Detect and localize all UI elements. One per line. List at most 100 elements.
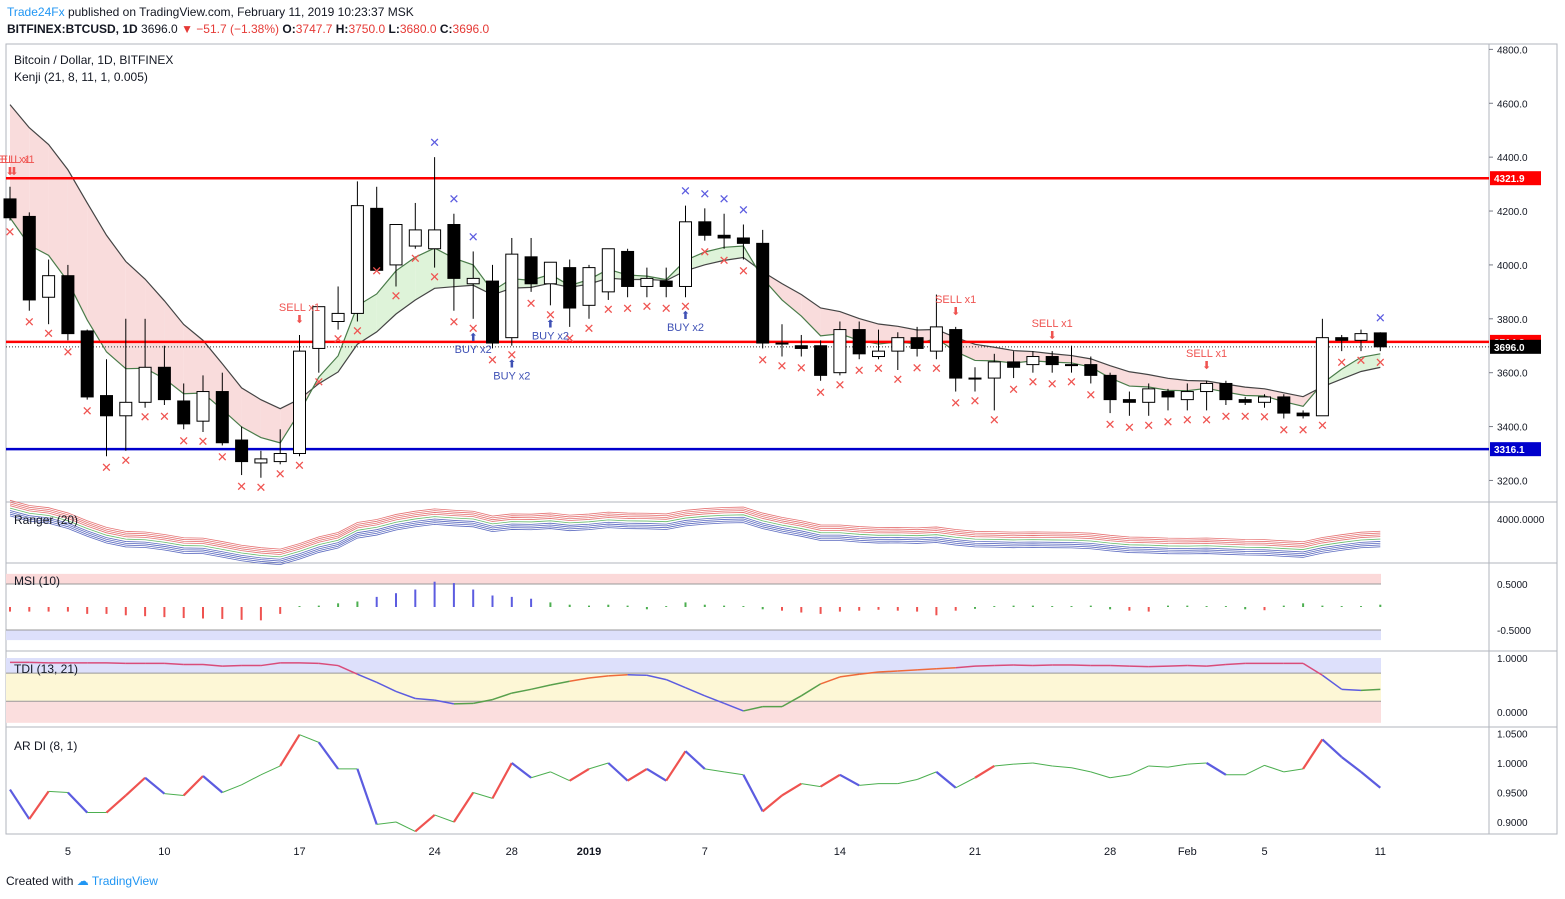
sell-cross-icon: ✕ bbox=[854, 363, 865, 378]
candle-body bbox=[235, 439, 249, 463]
ardi-line bbox=[955, 777, 976, 789]
buy-cross-icon: ✕ bbox=[738, 203, 749, 218]
buy-arrow-icon: ⬆ bbox=[546, 318, 555, 330]
ardi-line bbox=[279, 734, 301, 767]
buy-arrow-icon: ⬆ bbox=[469, 332, 478, 344]
open-label: O: bbox=[282, 22, 296, 36]
candle-body bbox=[408, 229, 422, 247]
sell-cross-icon: ✕ bbox=[178, 433, 189, 448]
candle-body bbox=[929, 326, 943, 352]
kenji-fast-line bbox=[9, 217, 1381, 444]
close-value: 3696.0 bbox=[452, 22, 490, 36]
sell-cross-icon: ✕ bbox=[796, 361, 807, 376]
sell-cross-icon: ✕ bbox=[352, 323, 363, 338]
kenji-cloud bbox=[1245, 387, 1265, 396]
tradingview-link[interactable]: TradingView bbox=[91, 874, 158, 888]
sell-cross-icon: ✕ bbox=[892, 372, 903, 387]
ardi-line bbox=[1013, 762, 1033, 765]
tdi-line bbox=[550, 680, 570, 686]
y-tick-label: 3800.0 bbox=[1497, 315, 1528, 326]
tdi-line bbox=[415, 697, 435, 701]
candle-body bbox=[42, 275, 56, 298]
low-value: 3680.0 bbox=[399, 22, 437, 36]
ardi-line bbox=[1148, 765, 1169, 768]
ardi-line bbox=[452, 791, 475, 823]
tdi-line bbox=[878, 670, 898, 673]
sell-cross-icon: ✕ bbox=[661, 301, 672, 316]
y-tick-label: 3600.0 bbox=[1497, 369, 1528, 380]
tdi-line bbox=[1013, 664, 1033, 667]
candle-body bbox=[891, 337, 905, 352]
kenji-cloud bbox=[338, 305, 358, 372]
ardi-line bbox=[569, 767, 590, 782]
pane-label: MSI (10) bbox=[14, 574, 60, 588]
tdi-line bbox=[897, 669, 918, 672]
ardi-line bbox=[1206, 762, 1227, 776]
candle-body bbox=[100, 395, 113, 417]
buy-cross-icon: ✕ bbox=[699, 186, 710, 201]
candle-body bbox=[1296, 412, 1310, 417]
sell-arrow-icon: ⬇ bbox=[1048, 330, 1057, 342]
kenji-cloud bbox=[318, 355, 339, 384]
ardi-line bbox=[724, 771, 744, 776]
high-label: H: bbox=[335, 22, 349, 36]
kenji-cloud bbox=[1361, 353, 1381, 372]
kenji-cloud bbox=[1090, 358, 1111, 378]
ardi-line bbox=[164, 793, 184, 796]
ardi-line bbox=[974, 765, 995, 779]
buy-cross-icon: ✕ bbox=[680, 184, 691, 199]
ranger-lower-band bbox=[9, 515, 1381, 566]
y-tick-label: 3200.0 bbox=[1497, 476, 1528, 487]
x-tick-label: 2019 bbox=[577, 846, 601, 858]
buy-signal-label: BUY x2 bbox=[532, 330, 569, 342]
kenji-cloud bbox=[704, 247, 725, 265]
x-tick-label: 5 bbox=[1261, 846, 1267, 858]
sell-cross-icon: ✕ bbox=[468, 321, 479, 336]
ardi-line bbox=[994, 763, 1014, 767]
ranger-upper-band bbox=[9, 499, 1381, 550]
candle-body bbox=[968, 377, 982, 380]
sell-cross-icon: ✕ bbox=[1336, 355, 1347, 370]
sell-signal-label: SELL x1 bbox=[0, 154, 35, 166]
sell-cross-icon: ✕ bbox=[1182, 412, 1193, 427]
y-tick-label: 0.0000 bbox=[1497, 708, 1528, 719]
kenji-cloud bbox=[87, 202, 107, 352]
candle-body bbox=[1354, 333, 1368, 341]
candle-body bbox=[331, 312, 345, 322]
ranger-lower-band bbox=[9, 511, 1381, 562]
sell-arrow-icon: ⬇ bbox=[951, 306, 960, 318]
publisher-link[interactable]: Trade24Fx bbox=[7, 5, 65, 19]
sell-cross-icon: ✕ bbox=[391, 288, 402, 303]
ranger-upper-band bbox=[9, 503, 1381, 554]
sell-cross-icon: ✕ bbox=[429, 270, 440, 285]
tdi-line bbox=[473, 698, 493, 705]
sell-cross-icon: ✕ bbox=[641, 299, 652, 314]
chart-title: Bitcoin / Dollar, 1D, BITFINEX bbox=[14, 53, 173, 67]
low-label: L: bbox=[388, 22, 400, 36]
published-text: published on TradingView.com, February 1… bbox=[67, 5, 414, 19]
tdi-line bbox=[222, 664, 242, 667]
candle-body bbox=[177, 400, 191, 425]
kenji-cloud bbox=[106, 235, 126, 369]
tdi-line bbox=[395, 690, 416, 700]
publish-line: Trade24Fx published on TradingView.com, … bbox=[7, 5, 414, 19]
ardi-line bbox=[1167, 763, 1188, 768]
ardi-line bbox=[839, 773, 860, 787]
candle-body bbox=[80, 330, 94, 398]
tdi-line bbox=[704, 695, 725, 705]
kenji-cloud bbox=[145, 279, 165, 379]
kenji-cloud bbox=[724, 245, 744, 261]
level-price-tag bbox=[1490, 171, 1541, 186]
y-tick-label: 0.9000 bbox=[1497, 818, 1528, 829]
ardi-line bbox=[511, 762, 532, 779]
candle-body bbox=[1161, 391, 1175, 398]
tdi-line bbox=[337, 664, 358, 675]
x-tick-label: 28 bbox=[1104, 846, 1116, 858]
y-tick-label: 1.0000 bbox=[1497, 759, 1528, 770]
sell-cross-icon: ✕ bbox=[1105, 417, 1116, 432]
kenji-cloud bbox=[994, 347, 1014, 364]
sell-cross-icon: ✕ bbox=[1278, 422, 1289, 437]
candle-body bbox=[717, 234, 731, 239]
kenji-cloud bbox=[183, 324, 203, 394]
